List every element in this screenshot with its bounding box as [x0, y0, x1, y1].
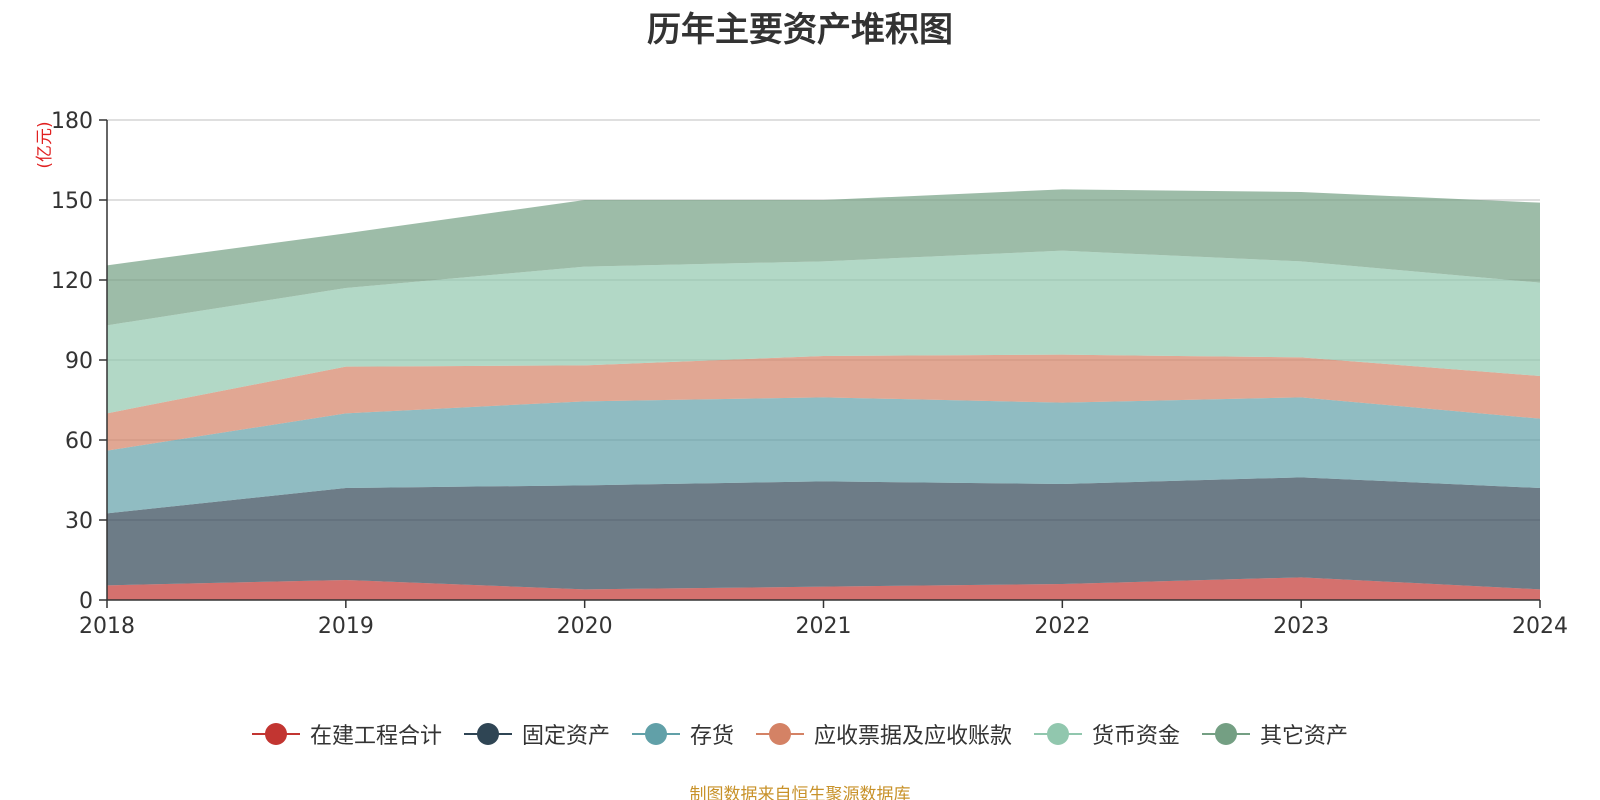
- y-axis-unit-label: (亿元): [35, 121, 55, 168]
- legend-label: 存货: [689, 724, 734, 749]
- legend-marker: [463, 722, 512, 746]
- legend-item-3[interactable]: 存货: [631, 718, 734, 750]
- legend-label: 在建工程合计: [309, 724, 442, 749]
- legend-item-1[interactable]: 在建工程合计: [251, 718, 442, 750]
- area-series-3[interactable]: [107, 397, 1540, 514]
- x-tick-label: 2022: [1034, 614, 1090, 639]
- data-source-note: 制图数据来自恒生聚源数据库: [689, 785, 911, 800]
- y-tick-label: 180: [51, 109, 93, 134]
- legend-label: 固定资产: [521, 724, 610, 749]
- legend-label: 货币资金: [1092, 724, 1181, 749]
- legend-marker: [1202, 722, 1251, 746]
- x-tick-label: 2020: [557, 614, 613, 639]
- chart-title: 历年主要资产堆积图: [647, 10, 953, 50]
- legend-item-5[interactable]: 货币资金: [1034, 718, 1180, 750]
- x-tick-label: 2021: [796, 614, 852, 639]
- legend-label: 其它资产: [1260, 724, 1349, 749]
- y-tick-label: 120: [51, 269, 93, 294]
- legend-marker: [631, 722, 680, 746]
- y-tick-label: 90: [65, 349, 93, 374]
- area-series-6[interactable]: [107, 189, 1540, 326]
- legend-marker: [251, 722, 300, 746]
- area-series-1[interactable]: [107, 577, 1540, 600]
- legend-label: 应收票据及应收账款: [814, 724, 1013, 749]
- area-layer: [107, 189, 1540, 600]
- legend-item-4[interactable]: 应收票据及应收账款: [756, 718, 1012, 750]
- area-series-2[interactable]: [107, 477, 1540, 590]
- area-series-4[interactable]: [107, 354, 1540, 451]
- y-tick-label: 150: [51, 189, 93, 214]
- legend-item-6[interactable]: 其它资产: [1202, 718, 1348, 750]
- legend-marker: [756, 722, 804, 746]
- x-tick-label: 2023: [1273, 614, 1329, 639]
- y-tick-label: 60: [65, 429, 93, 454]
- y-tick-label: 0: [79, 589, 93, 614]
- legend-marker: [1034, 722, 1083, 746]
- x-tick-label: 2019: [318, 614, 374, 639]
- axis-layer: 0 30 60 90 120 150 180 2018 2019 2020 2021 2022 2023…: [51, 109, 1568, 639]
- chart-legend: 在建工程合计 固定资产 存货 应收票据及应收账款 货币资金 其它资产: [0, 718, 1600, 750]
- y-tick-label: 30: [65, 509, 93, 534]
- x-tick-label: 2024: [1512, 614, 1568, 639]
- area-series-5[interactable]: [107, 250, 1540, 414]
- legend-item-2[interactable]: 固定资产: [463, 718, 610, 750]
- x-tick-label: 2018: [79, 614, 135, 639]
